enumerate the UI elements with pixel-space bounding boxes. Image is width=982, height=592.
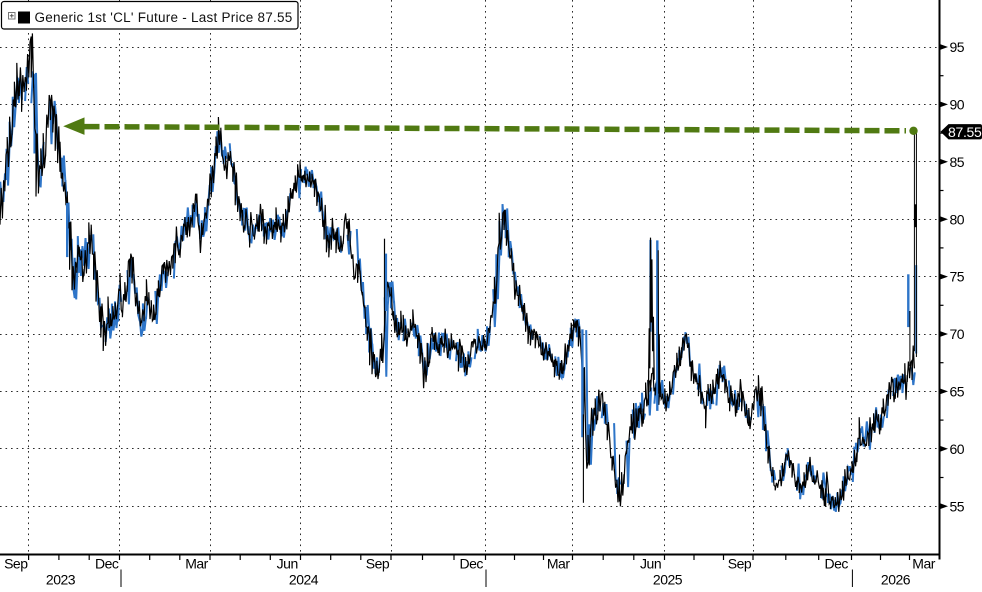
svg-text:Dec: Dec [95, 556, 119, 572]
svg-text:Dec: Dec [824, 556, 848, 572]
svg-text:Generic 1st 'CL' Future - Last: Generic 1st 'CL' Future - Last Price 87.… [35, 10, 293, 25]
svg-text:90: 90 [950, 97, 965, 113]
svg-text:Mar: Mar [185, 556, 208, 572]
svg-text:Jun: Jun [640, 556, 661, 572]
svg-text:85: 85 [950, 154, 965, 170]
svg-text:Sep: Sep [728, 556, 752, 572]
svg-text:80: 80 [950, 211, 965, 227]
svg-text:70: 70 [950, 326, 965, 342]
svg-text:60: 60 [950, 441, 965, 457]
svg-text:Dec: Dec [459, 556, 483, 572]
svg-text:75: 75 [950, 269, 965, 285]
svg-text:2024: 2024 [289, 572, 319, 588]
svg-text:65: 65 [950, 384, 965, 400]
svg-text:95: 95 [950, 39, 965, 55]
svg-text:Jun: Jun [277, 556, 298, 572]
svg-text:2025: 2025 [653, 572, 683, 588]
svg-text:55: 55 [950, 498, 965, 514]
svg-text:87.55: 87.55 [948, 124, 982, 140]
svg-text:Mar: Mar [547, 556, 570, 572]
svg-text:Mar: Mar [912, 556, 935, 572]
svg-text:2026: 2026 [881, 572, 911, 588]
svg-text:Sep: Sep [4, 556, 28, 572]
svg-text:Sep: Sep [366, 556, 390, 572]
svg-text:2023: 2023 [46, 572, 76, 588]
